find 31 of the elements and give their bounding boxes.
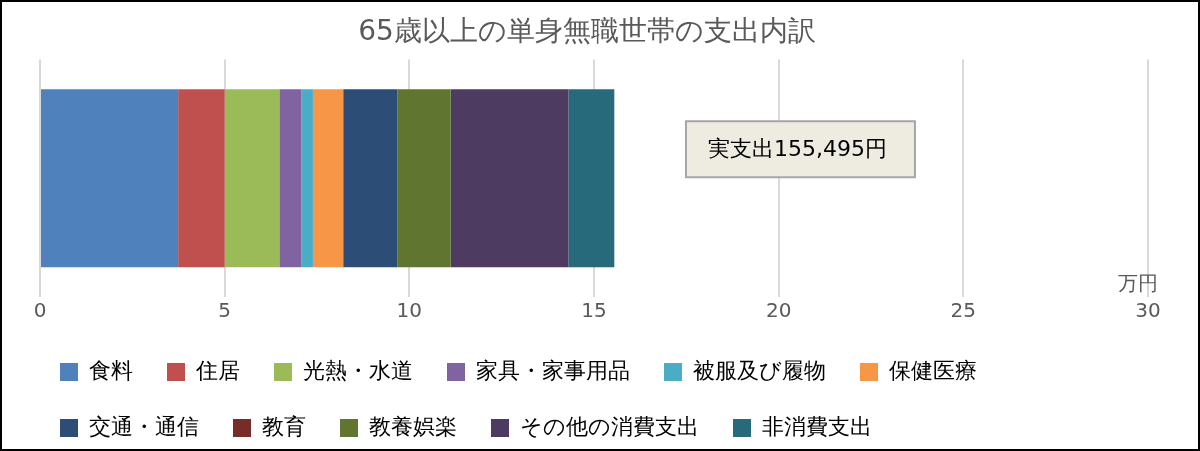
bar <box>568 89 615 268</box>
bar <box>41 89 179 268</box>
legend-label: 家具・家事用品 <box>476 357 630 383</box>
x-axis-title: 万円 <box>1118 271 1158 296</box>
bar <box>450 89 569 268</box>
x-tick-label: 5 <box>218 298 232 323</box>
legend-label: 教養娯楽 <box>369 413 457 439</box>
legend-label: 教育 <box>262 413 306 439</box>
bar <box>224 89 280 268</box>
legend-label: 光熱・水道 <box>303 357 413 383</box>
x-tick-label: 15 <box>581 298 607 323</box>
legend-label: その他の消費支出 <box>520 413 699 439</box>
legend-label: 非消費支出 <box>762 413 872 439</box>
x-tick-label: 10 <box>396 298 423 323</box>
bar <box>397 89 451 268</box>
bar <box>178 89 225 268</box>
x-tick-label: 0 <box>33 298 47 323</box>
legend-label: 保健医療 <box>889 357 977 383</box>
x-tick-label: 30 <box>1135 298 1161 323</box>
bar <box>343 89 398 268</box>
bar <box>279 89 302 268</box>
legend-label: 交通・通信 <box>89 413 199 439</box>
legend-label: 住居 <box>195 357 240 383</box>
bar <box>312 89 344 268</box>
annotation: 実支出155,495円 <box>707 136 887 162</box>
bar <box>301 89 313 268</box>
legend-label: 食料 <box>89 357 133 383</box>
x-tick-label: 25 <box>950 298 977 323</box>
chart-title: 65歳以上の単身無職世帯の支出内訳 <box>358 14 816 48</box>
legend-label: 被服及び履物 <box>693 357 826 383</box>
x-tick-label: 20 <box>765 298 792 323</box>
